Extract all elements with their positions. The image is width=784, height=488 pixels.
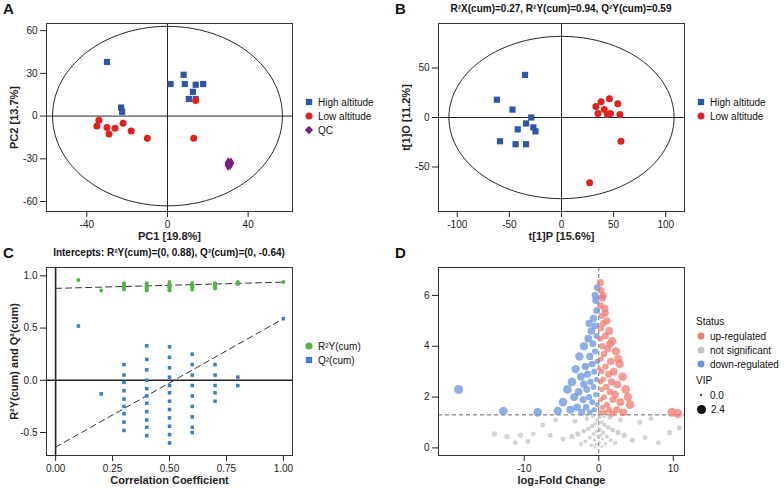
svg-text:t[1]P [15.6%]: t[1]P [15.6%] [529, 230, 595, 242]
svg-text:R²Y(cum) and Q²(cum): R²Y(cum) and Q²(cum) [8, 303, 20, 420]
html-text:Intercepts: R²Y(cum)=(0, 0.88): Intercepts: R²Y(cum)=(0, 0.88), Q²(cum)=… [53, 247, 285, 258]
svg-text:-30: -30 [23, 153, 38, 164]
svg-text:50: 50 [418, 62, 430, 73]
svg-text:-0.5: -0.5 [20, 427, 38, 438]
svg-text:-100: -100 [447, 219, 467, 230]
html-text:B: B [395, 0, 406, 17]
svg-text:0: 0 [32, 110, 38, 121]
html-text:down-regulated: down-regulated [710, 358, 779, 370]
svg-text:-50: -50 [415, 161, 430, 172]
html-text:2.4: 2.4 [711, 403, 725, 415]
html-text:D: D [395, 244, 406, 261]
svg-text:50: 50 [608, 219, 620, 230]
svg-text:0.75: 0.75 [217, 463, 237, 474]
svg-text:0: 0 [424, 112, 430, 123]
html-text:Low altitude: Low altitude [318, 110, 372, 122]
svg-text:Correlation Coefficient: Correlation Coefficient [110, 474, 229, 486]
svg-text:0: 0 [559, 219, 565, 230]
svg-text:1.00: 1.00 [274, 463, 294, 474]
html-text:R²Y(cum): R²Y(cum) [318, 340, 361, 352]
svg-text:2: 2 [424, 391, 430, 402]
html-text:not significant: not significant [710, 344, 772, 356]
svg-text:t[1]O [11.2%]: t[1]O [11.2%] [400, 84, 412, 151]
html-text:up-regulated: up-regulated [710, 330, 767, 342]
svg-text:0: 0 [596, 463, 602, 474]
svg-text:40: 40 [243, 219, 255, 230]
svg-text:0: 0 [165, 219, 171, 230]
html-text:C: C [3, 244, 14, 261]
svg-text:10: 10 [668, 463, 680, 474]
svg-text:0.0: 0.0 [24, 375, 38, 386]
svg-text:0.00: 0.00 [46, 463, 66, 474]
svg-text:-50: -50 [502, 219, 517, 230]
html-text:0.0: 0.0 [710, 389, 724, 401]
html-text:Q²(cum): Q²(cum) [318, 354, 355, 366]
svg-text:-60: -60 [23, 196, 38, 207]
html-text:VIP: VIP [696, 375, 713, 386]
svg-text:-10: -10 [517, 463, 532, 474]
svg-text:PC1 [19.8%]: PC1 [19.8%] [138, 230, 201, 242]
svg-text:30: 30 [26, 68, 38, 79]
html-text:Status: Status [696, 316, 725, 327]
svg-text:log₂Fold Change: log₂Fold Change [518, 474, 606, 486]
svg-text:4: 4 [424, 340, 430, 351]
svg-text:6: 6 [424, 290, 430, 301]
svg-text:0.5: 0.5 [24, 322, 38, 333]
html-text:Low altitude: Low altitude [710, 110, 764, 122]
svg-text:100: 100 [657, 219, 674, 230]
svg-text:0.25: 0.25 [103, 463, 123, 474]
svg-text:60: 60 [26, 25, 38, 36]
html-text:R²X(cum)=0.27, R²Y(cum)=0.94,: R²X(cum)=0.27, R²Y(cum)=0.94, Q²Y(cum)=0… [450, 3, 672, 14]
html-text:High altitude: High altitude [318, 96, 374, 108]
svg-text:1.0: 1.0 [24, 270, 38, 281]
html-text:High altitude: High altitude [710, 96, 766, 108]
svg-text:0: 0 [424, 442, 430, 453]
svg-text:0.50: 0.50 [160, 463, 180, 474]
html-text:A: A [3, 0, 14, 17]
svg-text:PC2 [13.7%]: PC2 [13.7%] [8, 86, 20, 149]
svg-text:-40: -40 [80, 219, 95, 230]
html-text:QC: QC [318, 124, 333, 136]
